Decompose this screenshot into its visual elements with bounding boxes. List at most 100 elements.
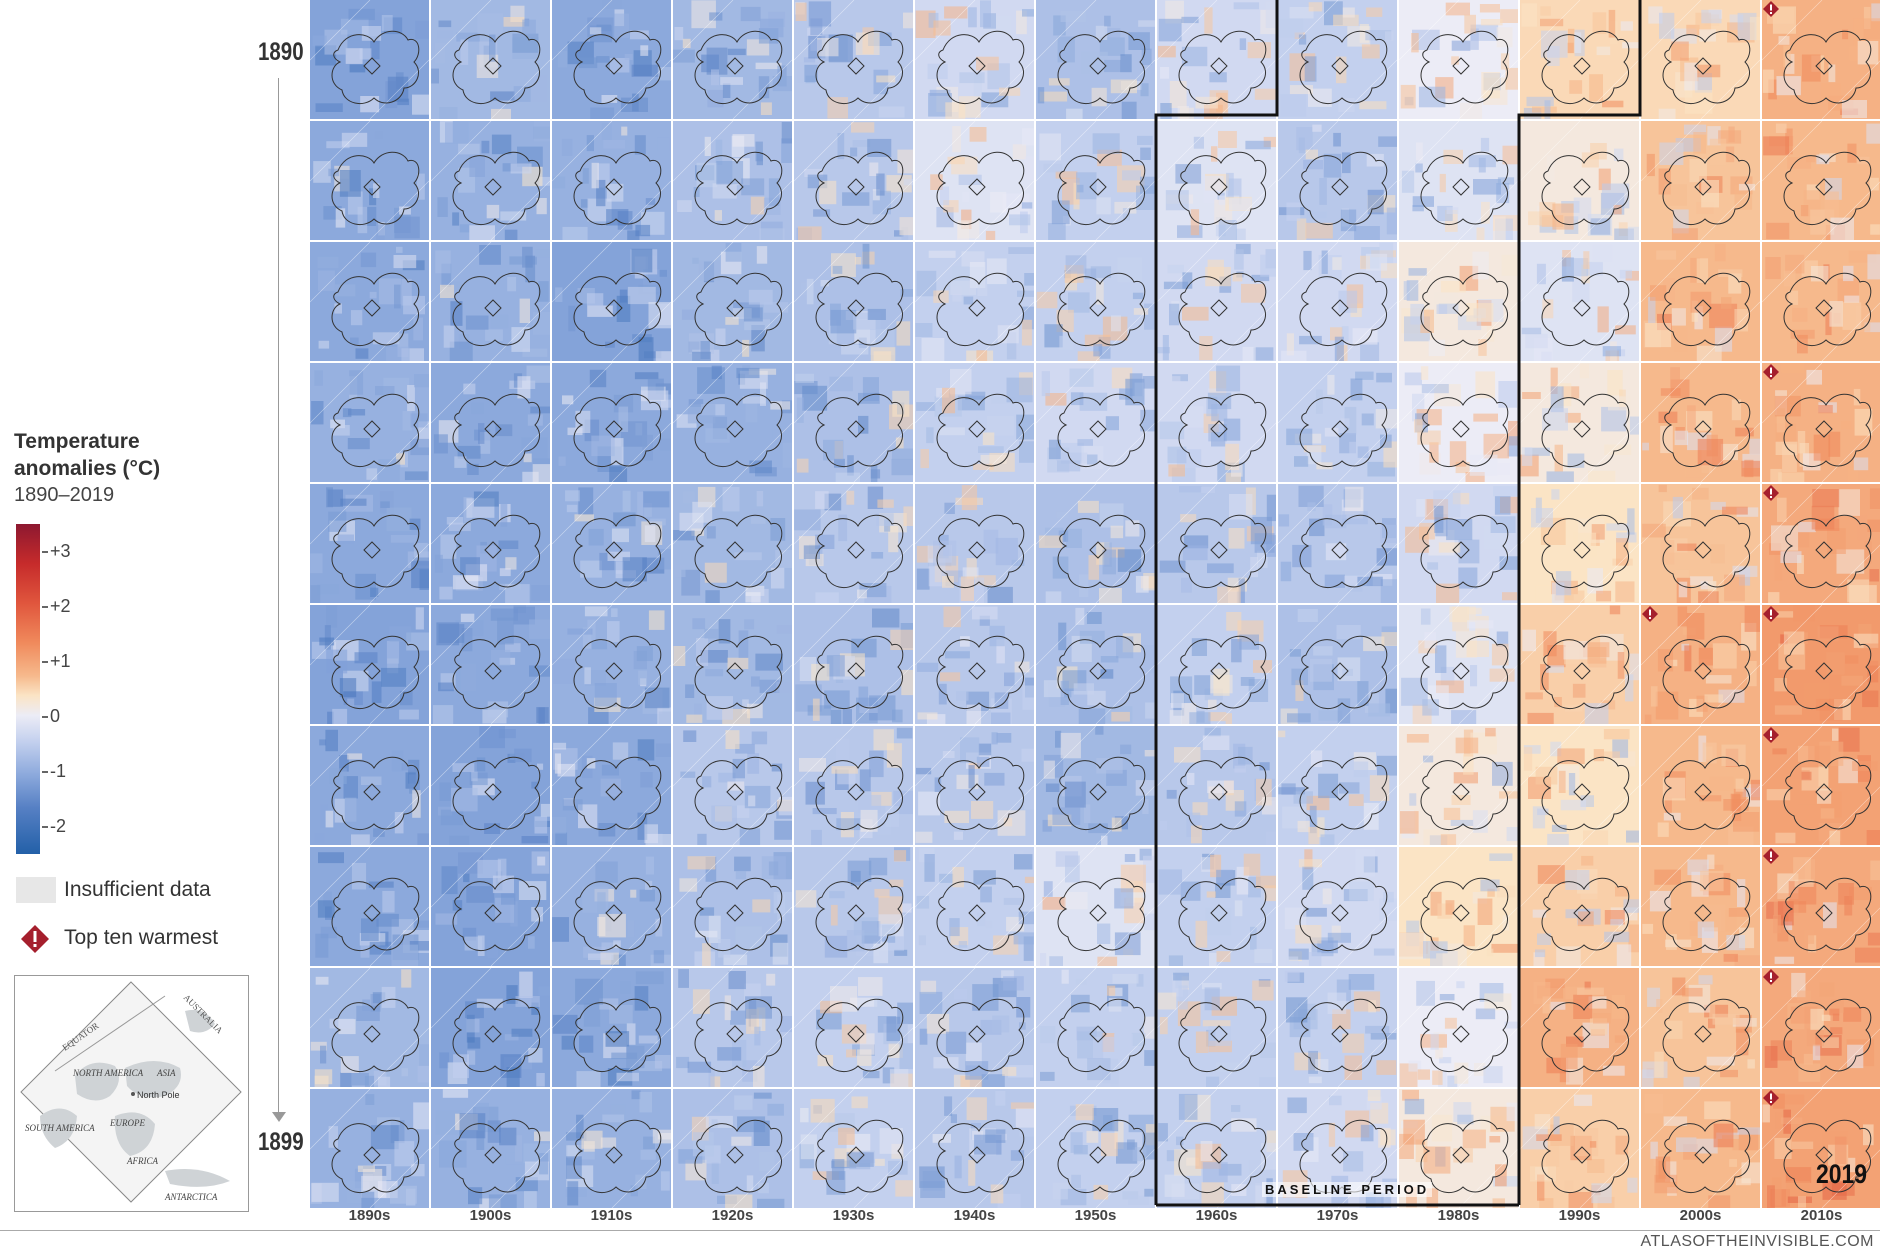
heatmap-cell — [673, 484, 792, 603]
heatmap-cell — [1157, 242, 1276, 361]
heatmap-cell — [552, 726, 671, 845]
heatmap-cell — [1399, 847, 1518, 966]
heatmap-cell — [1157, 0, 1276, 119]
world-map-thumbnail — [915, 726, 1034, 845]
decade-tick-label: 1980s — [1437, 1207, 1480, 1224]
heatmap-cell: 2019 — [1762, 1089, 1880, 1208]
decade-tick-label: 1900s — [469, 1207, 512, 1224]
heatmap-cell — [794, 968, 913, 1087]
heatmap-cell — [552, 363, 671, 482]
world-map-thumbnail — [673, 847, 792, 966]
top-ten-warmest-marker — [1763, 848, 1779, 864]
heatmap-cell — [673, 121, 792, 240]
decade-tick-label: 1960s — [1195, 1207, 1238, 1224]
heatmap-cell — [310, 121, 429, 240]
world-map-thumbnail — [1641, 242, 1760, 361]
heatmap-cell — [673, 968, 792, 1087]
heatmap-cell — [310, 968, 429, 1087]
year-axis-line — [278, 78, 279, 1118]
world-map-thumbnail — [552, 121, 671, 240]
heatmap-cell — [1520, 0, 1639, 119]
heatmap-cell — [1036, 363, 1155, 482]
heatmap-cell — [552, 1089, 671, 1208]
world-map-thumbnail — [310, 1089, 429, 1208]
world-map-thumbnail — [1157, 363, 1276, 482]
world-map-thumbnail — [794, 0, 913, 119]
top-ten-warmest-marker — [1763, 1090, 1779, 1106]
world-map-thumbnail — [310, 847, 429, 966]
colorbar-tick — [42, 825, 48, 828]
world-map-thumbnail — [1157, 242, 1276, 361]
heatmap-cell — [1278, 847, 1397, 966]
top-ten-warmest-marker — [1763, 727, 1779, 743]
world-map-thumbnail — [794, 726, 913, 845]
world-map-thumbnail — [1520, 121, 1639, 240]
top-ten-warmest-marker — [1763, 485, 1779, 501]
locator-label: AFRICA — [126, 1156, 158, 1166]
world-map-thumbnail — [1399, 726, 1518, 845]
world-map-thumbnail — [915, 484, 1034, 603]
heatmap-cell — [431, 726, 550, 845]
world-map-thumbnail — [1641, 121, 1760, 240]
world-map-thumbnail — [1520, 0, 1639, 119]
heatmap-cell — [552, 121, 671, 240]
heatmap-cell — [1762, 363, 1880, 482]
heatmap-cell — [1157, 605, 1276, 724]
heatmap-cell — [1036, 847, 1155, 966]
world-map-thumbnail — [915, 605, 1034, 724]
heatmap-cell — [1036, 484, 1155, 603]
heatmap-cell — [915, 1089, 1034, 1208]
heatmap-cell — [1157, 968, 1276, 1087]
heatmap-cell — [1520, 968, 1639, 1087]
heatmap-cell — [1520, 605, 1639, 724]
heatmap-cell — [1641, 726, 1760, 845]
heatmap-cell — [310, 605, 429, 724]
top-ten-warmest-marker — [1763, 364, 1779, 380]
heatmap-cell — [1762, 847, 1880, 966]
world-map-thumbnail — [431, 605, 550, 724]
heatmap-cell — [1399, 968, 1518, 1087]
world-map-thumbnail — [552, 1089, 671, 1208]
world-map-thumbnail — [915, 968, 1034, 1087]
world-map-thumbnail — [552, 484, 671, 603]
heatmap-cell — [1278, 242, 1397, 361]
world-map-thumbnail — [673, 242, 792, 361]
decade-axis: 1890s 1900s 1910s 1920s 1930s 1940s 1950s 1960s… — [310, 1207, 1880, 1229]
heatmap-cell — [310, 1089, 429, 1208]
locator-label: ASIA — [156, 1068, 176, 1078]
locator-map: EQUATOR AUSTRALIA NORTH AMERICA ASIA Nor… — [14, 975, 249, 1212]
world-map-thumbnail — [310, 726, 429, 845]
heatmap-cell — [673, 847, 792, 966]
world-map-thumbnail — [673, 605, 792, 724]
world-map-thumbnail — [1641, 605, 1760, 724]
heatmap-cell — [1036, 726, 1155, 845]
world-map-thumbnail — [794, 242, 913, 361]
heatmap-cell — [1641, 484, 1760, 603]
heatmap-cell — [1641, 363, 1760, 482]
heatmap-cell — [915, 605, 1034, 724]
heatmap-cell — [1157, 363, 1276, 482]
world-map-thumbnail — [1157, 605, 1276, 724]
colorbar-tick-label: -1 — [50, 760, 67, 781]
world-map-thumbnail — [1157, 968, 1276, 1087]
heatmap-cell — [1157, 847, 1276, 966]
heatmap-cell — [1762, 0, 1880, 119]
heatmap-cell — [794, 847, 913, 966]
locator-label: North Pole — [137, 1090, 180, 1100]
top-ten-warmest-marker — [1763, 606, 1779, 622]
world-map-thumbnail — [1036, 484, 1155, 603]
world-map-thumbnail — [1036, 726, 1155, 845]
heatmap-cell — [310, 726, 429, 845]
colorbar-tick — [42, 770, 48, 773]
heatmap-cell — [1278, 0, 1397, 119]
world-map-thumbnail — [1762, 242, 1880, 361]
heatmap-cell — [915, 484, 1034, 603]
top-ten-warmest-marker — [1763, 1, 1779, 17]
heatmap-cell — [431, 605, 550, 724]
heatmap-cell — [310, 484, 429, 603]
world-map-thumbnail — [1641, 0, 1760, 119]
world-map-thumbnail — [1762, 0, 1880, 119]
heatmap-cell — [431, 847, 550, 966]
world-map-thumbnail — [552, 968, 671, 1087]
world-map-thumbnail — [1762, 1089, 1880, 1208]
